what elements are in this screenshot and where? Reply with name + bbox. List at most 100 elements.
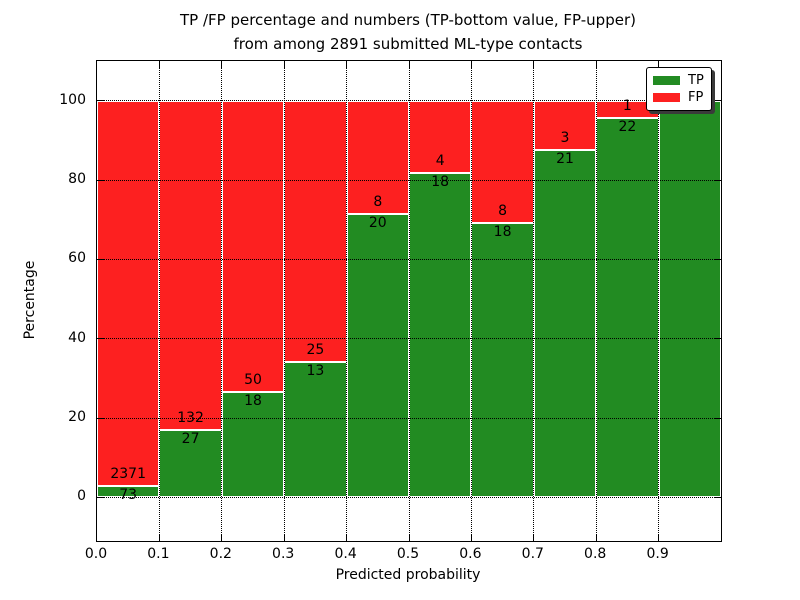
legend-label-tp: TP [688,72,704,88]
fp-count-label: 8 [498,202,508,219]
y-tick-mark [97,100,104,102]
tp-bar-segment [533,150,597,498]
y-axis-label: Percentage [22,260,38,340]
y-tick-label: 100 [59,91,86,108]
y-tick-label: 20 [68,409,86,426]
fp-count-label: 132 [177,410,204,426]
vertical-gridline [283,61,285,541]
x-tick-mark [595,61,597,68]
tp-count-label: 20 [368,215,387,231]
legend-label-fp: FP [688,90,704,106]
x-tick-label: 0.7 [521,546,544,562]
tp-bar-segment [596,117,659,498]
x-tick-mark [470,61,472,68]
y-tick-mark [714,258,721,260]
x-tick-mark [533,534,535,541]
vertical-gridline [221,61,223,541]
tick-layer [97,61,721,541]
x-tick-mark [658,534,660,541]
plot-area: 237173132275018251382041881832112259 TP … [96,60,722,542]
x-tick-mark [158,534,160,541]
x-tick-label: 0.0 [84,546,108,562]
x-tick-mark [283,61,285,68]
y-tick-mark [714,496,721,498]
x-tick-label: 0.3 [272,546,295,562]
x-tick-mark [408,61,410,68]
tp-bar-segment [159,430,222,498]
chart-title-line2: from among 2891 submitted ML-type contac… [233,35,583,53]
tp-count-label: 73 [119,486,138,503]
x-tick-label: 0.8 [584,546,607,562]
chart-title-line1: TP /FP percentage and numbers (TP-bottom… [180,11,636,29]
x-tick-mark [346,534,348,541]
x-tick-mark [221,534,223,541]
fp-bar-segment [409,100,472,173]
fp-count-label: 2371 [110,465,147,482]
vertical-gridline [533,61,535,541]
vertical-gridline [408,61,410,541]
vertical-gridline [346,61,348,541]
fp-bar-segment [533,100,597,151]
vertical-gridline [158,61,160,541]
fp-count-label: 3 [560,130,570,147]
tp-count-label: 18 [431,173,450,190]
fp-bar-segment [221,100,285,393]
bars-layer [97,61,721,541]
fp-count-label: 25 [306,341,325,358]
tp-bar-segment [284,361,347,498]
y-tick-mark [714,179,721,181]
tp-bar-segment [221,392,285,498]
y-tick-mark [714,100,721,102]
y-tick-mark [97,417,104,419]
vertical-gridline [595,61,597,541]
y-tick-mark [97,179,104,181]
x-tick-mark [346,61,348,68]
legend: TP FP [646,67,712,111]
y-tick-mark [714,338,721,340]
tp-bar-segment [346,214,409,498]
x-tick-mark [533,61,535,68]
x-tick-mark [408,534,410,541]
legend-item-tp: TP [653,73,705,88]
tp-bar-segment [97,485,160,498]
tp-legend-swatch-icon [653,75,680,85]
tp-bar-segment [409,172,472,498]
y-tick-mark [97,258,104,260]
fp-count-label: 8 [373,194,383,210]
fp-legend-swatch-icon [653,93,680,103]
x-axis-label: Predicted probability [335,567,481,583]
tp-bar-segment [658,100,721,498]
tp-bar-segment [471,222,534,498]
x-tick-mark [158,61,160,68]
x-tick-label: 0.1 [147,546,170,562]
fp-count-label: 1 [622,97,632,114]
x-tick-label: 0.4 [334,546,357,562]
bar-count-labels-layer: 237173132275018251382041881832112259 [97,61,721,541]
y-tick-label: 80 [68,171,86,187]
x-tick-label: 0.5 [396,546,420,562]
y-tick-mark [97,496,104,498]
y-tick-label: 0 [77,488,86,505]
fp-bar-segment [471,100,534,223]
y-tick-label: 40 [68,329,86,346]
x-tick-label: 0.6 [459,546,482,562]
grid-layer [97,61,721,541]
legend-item-fp: FP [653,90,705,105]
y-tick-mark [97,338,104,340]
x-tick-mark [470,534,472,541]
x-tick-mark [658,61,660,68]
y-tick-mark [714,417,721,419]
fp-count-label: 50 [244,372,262,389]
tp-count-label: 13 [306,362,325,379]
vertical-gridline [470,61,472,541]
x-tick-mark [283,534,285,541]
vertical-gridline [658,61,660,541]
chart-title: TP /FP percentage and numbers (TP-bottom… [96,8,720,56]
tp-count-label: 18 [244,393,262,410]
x-tick-mark [595,534,597,541]
x-tick-mark [221,61,223,68]
tp-count-label: 22 [618,118,637,135]
fp-bar-segment [97,100,160,486]
fp-bar-segment [346,100,409,214]
